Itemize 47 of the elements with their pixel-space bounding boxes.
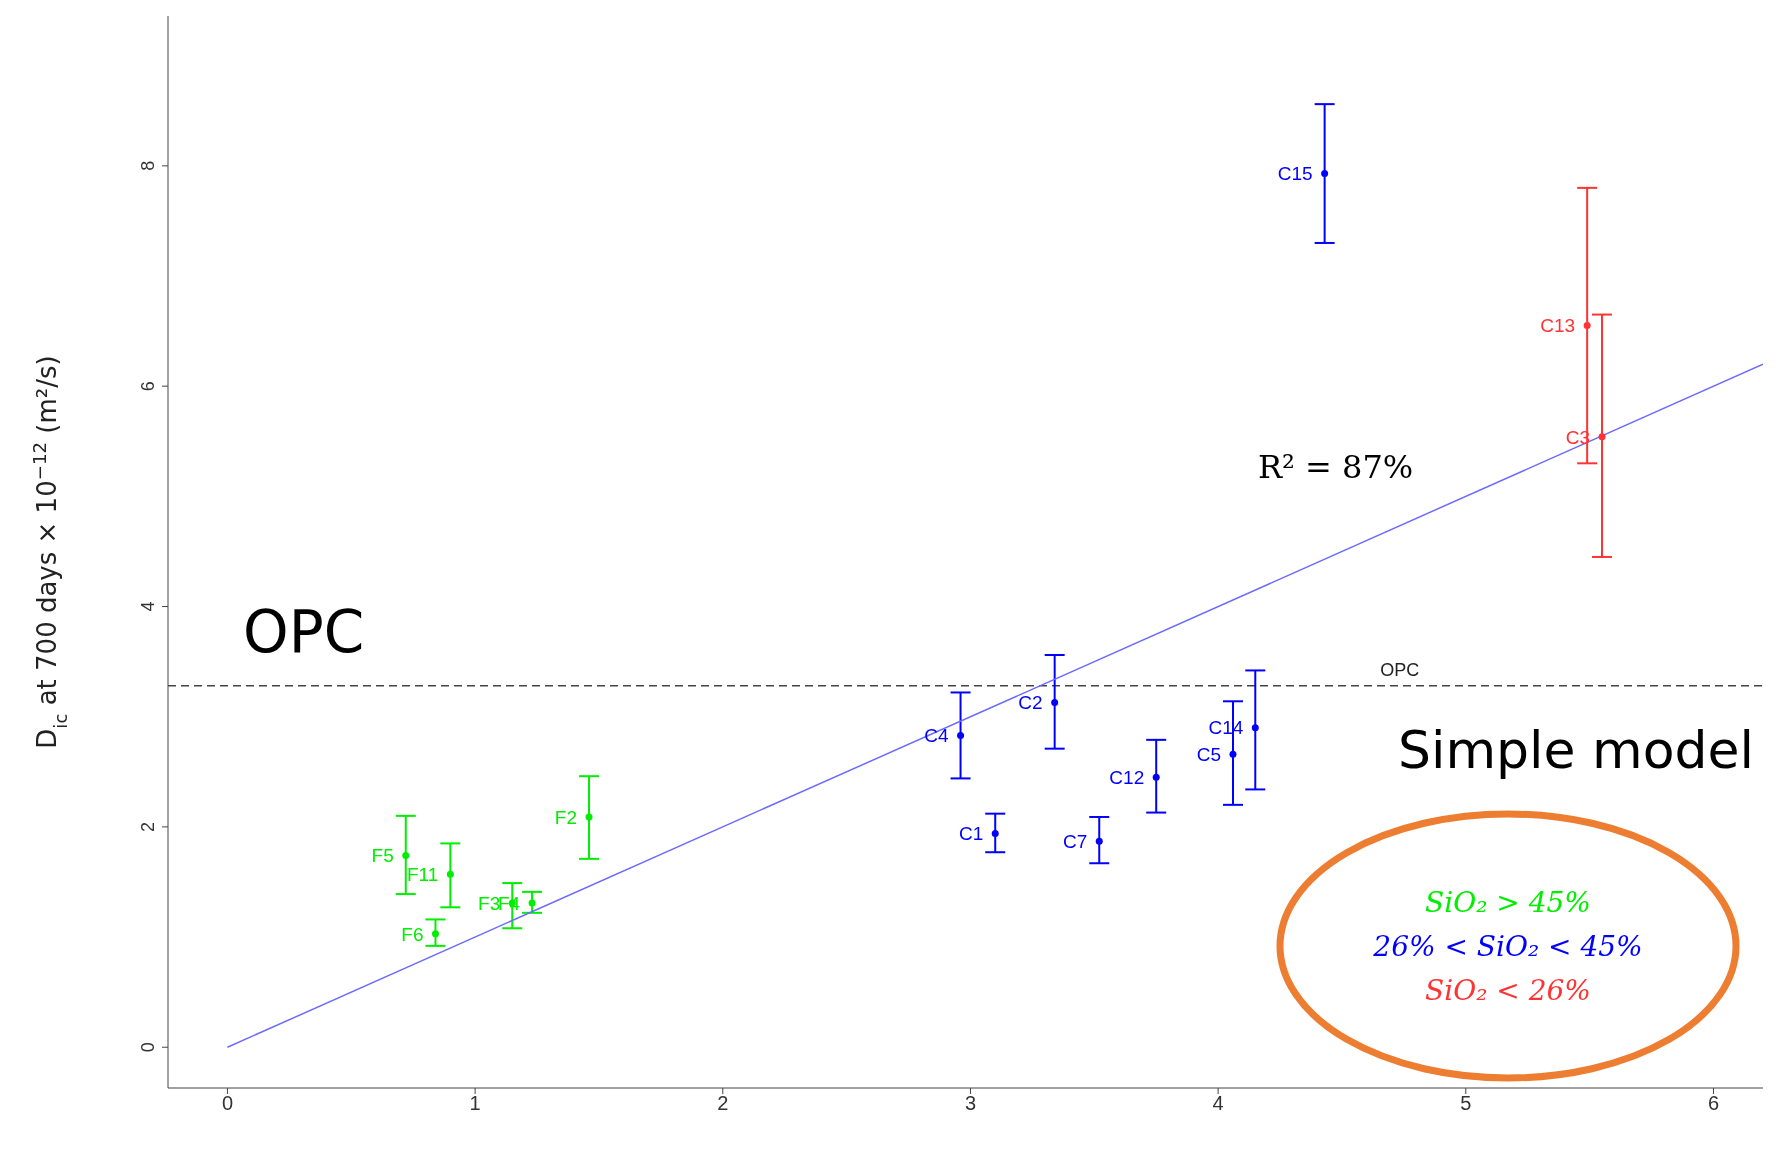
y-tick-label: 2: [138, 821, 158, 832]
text: SiO₂ > 45%: [1424, 885, 1592, 921]
text: SiO₂ < 26%: [1424, 973, 1592, 1009]
x-tick-label: 2: [717, 1092, 729, 1115]
annotation: F2: [554, 806, 578, 828]
y-tick-label: 0: [138, 1042, 158, 1053]
x-tick-label: 3: [964, 1092, 977, 1115]
annotation: C12: [1109, 767, 1145, 789]
point: [991, 830, 999, 837]
point: [446, 870, 454, 878]
annotation: F6: [401, 923, 424, 945]
point: [528, 899, 536, 907]
annotation: C1: [958, 823, 984, 845]
point: [1598, 433, 1606, 441]
point: [585, 813, 593, 821]
text: 26% < SiO₂ < 45%: [1372, 929, 1644, 965]
x-tick-label: 4: [1212, 1092, 1224, 1115]
point: [1051, 698, 1059, 706]
point: [1583, 322, 1591, 330]
y-tick-label: 8: [138, 160, 158, 171]
point: [1095, 837, 1103, 845]
annotation: C4: [924, 725, 949, 747]
annotation: OPC: [243, 598, 365, 666]
x-tick-label: 0: [221, 1092, 233, 1115]
point: [431, 930, 439, 938]
annotation: C13: [1540, 315, 1576, 337]
annotation: F3: [478, 892, 501, 914]
annotation: C5: [1196, 743, 1221, 765]
annotation: C7: [1062, 830, 1088, 852]
point: [1321, 170, 1329, 178]
x-tick-label: 6: [1707, 1092, 1720, 1115]
annotation: F5: [371, 845, 394, 867]
annotation: F11: [407, 864, 439, 886]
point: [957, 731, 965, 739]
x-tick-label: 5: [1460, 1092, 1472, 1115]
y-tick-label: 4: [138, 601, 158, 612]
annotation: C15: [1277, 163, 1313, 185]
annotation: R² = 87%: [1258, 448, 1414, 486]
point: [1251, 724, 1259, 732]
point: [402, 852, 410, 860]
ref-line-label: OPC: [1380, 659, 1420, 680]
annotation: Simple model: [1398, 720, 1755, 780]
y-tick-label: 6: [138, 381, 158, 392]
annotation: C2: [1018, 692, 1043, 714]
point: [1229, 750, 1237, 758]
x-tick-label: 1: [469, 1092, 481, 1115]
point: [1152, 773, 1160, 781]
